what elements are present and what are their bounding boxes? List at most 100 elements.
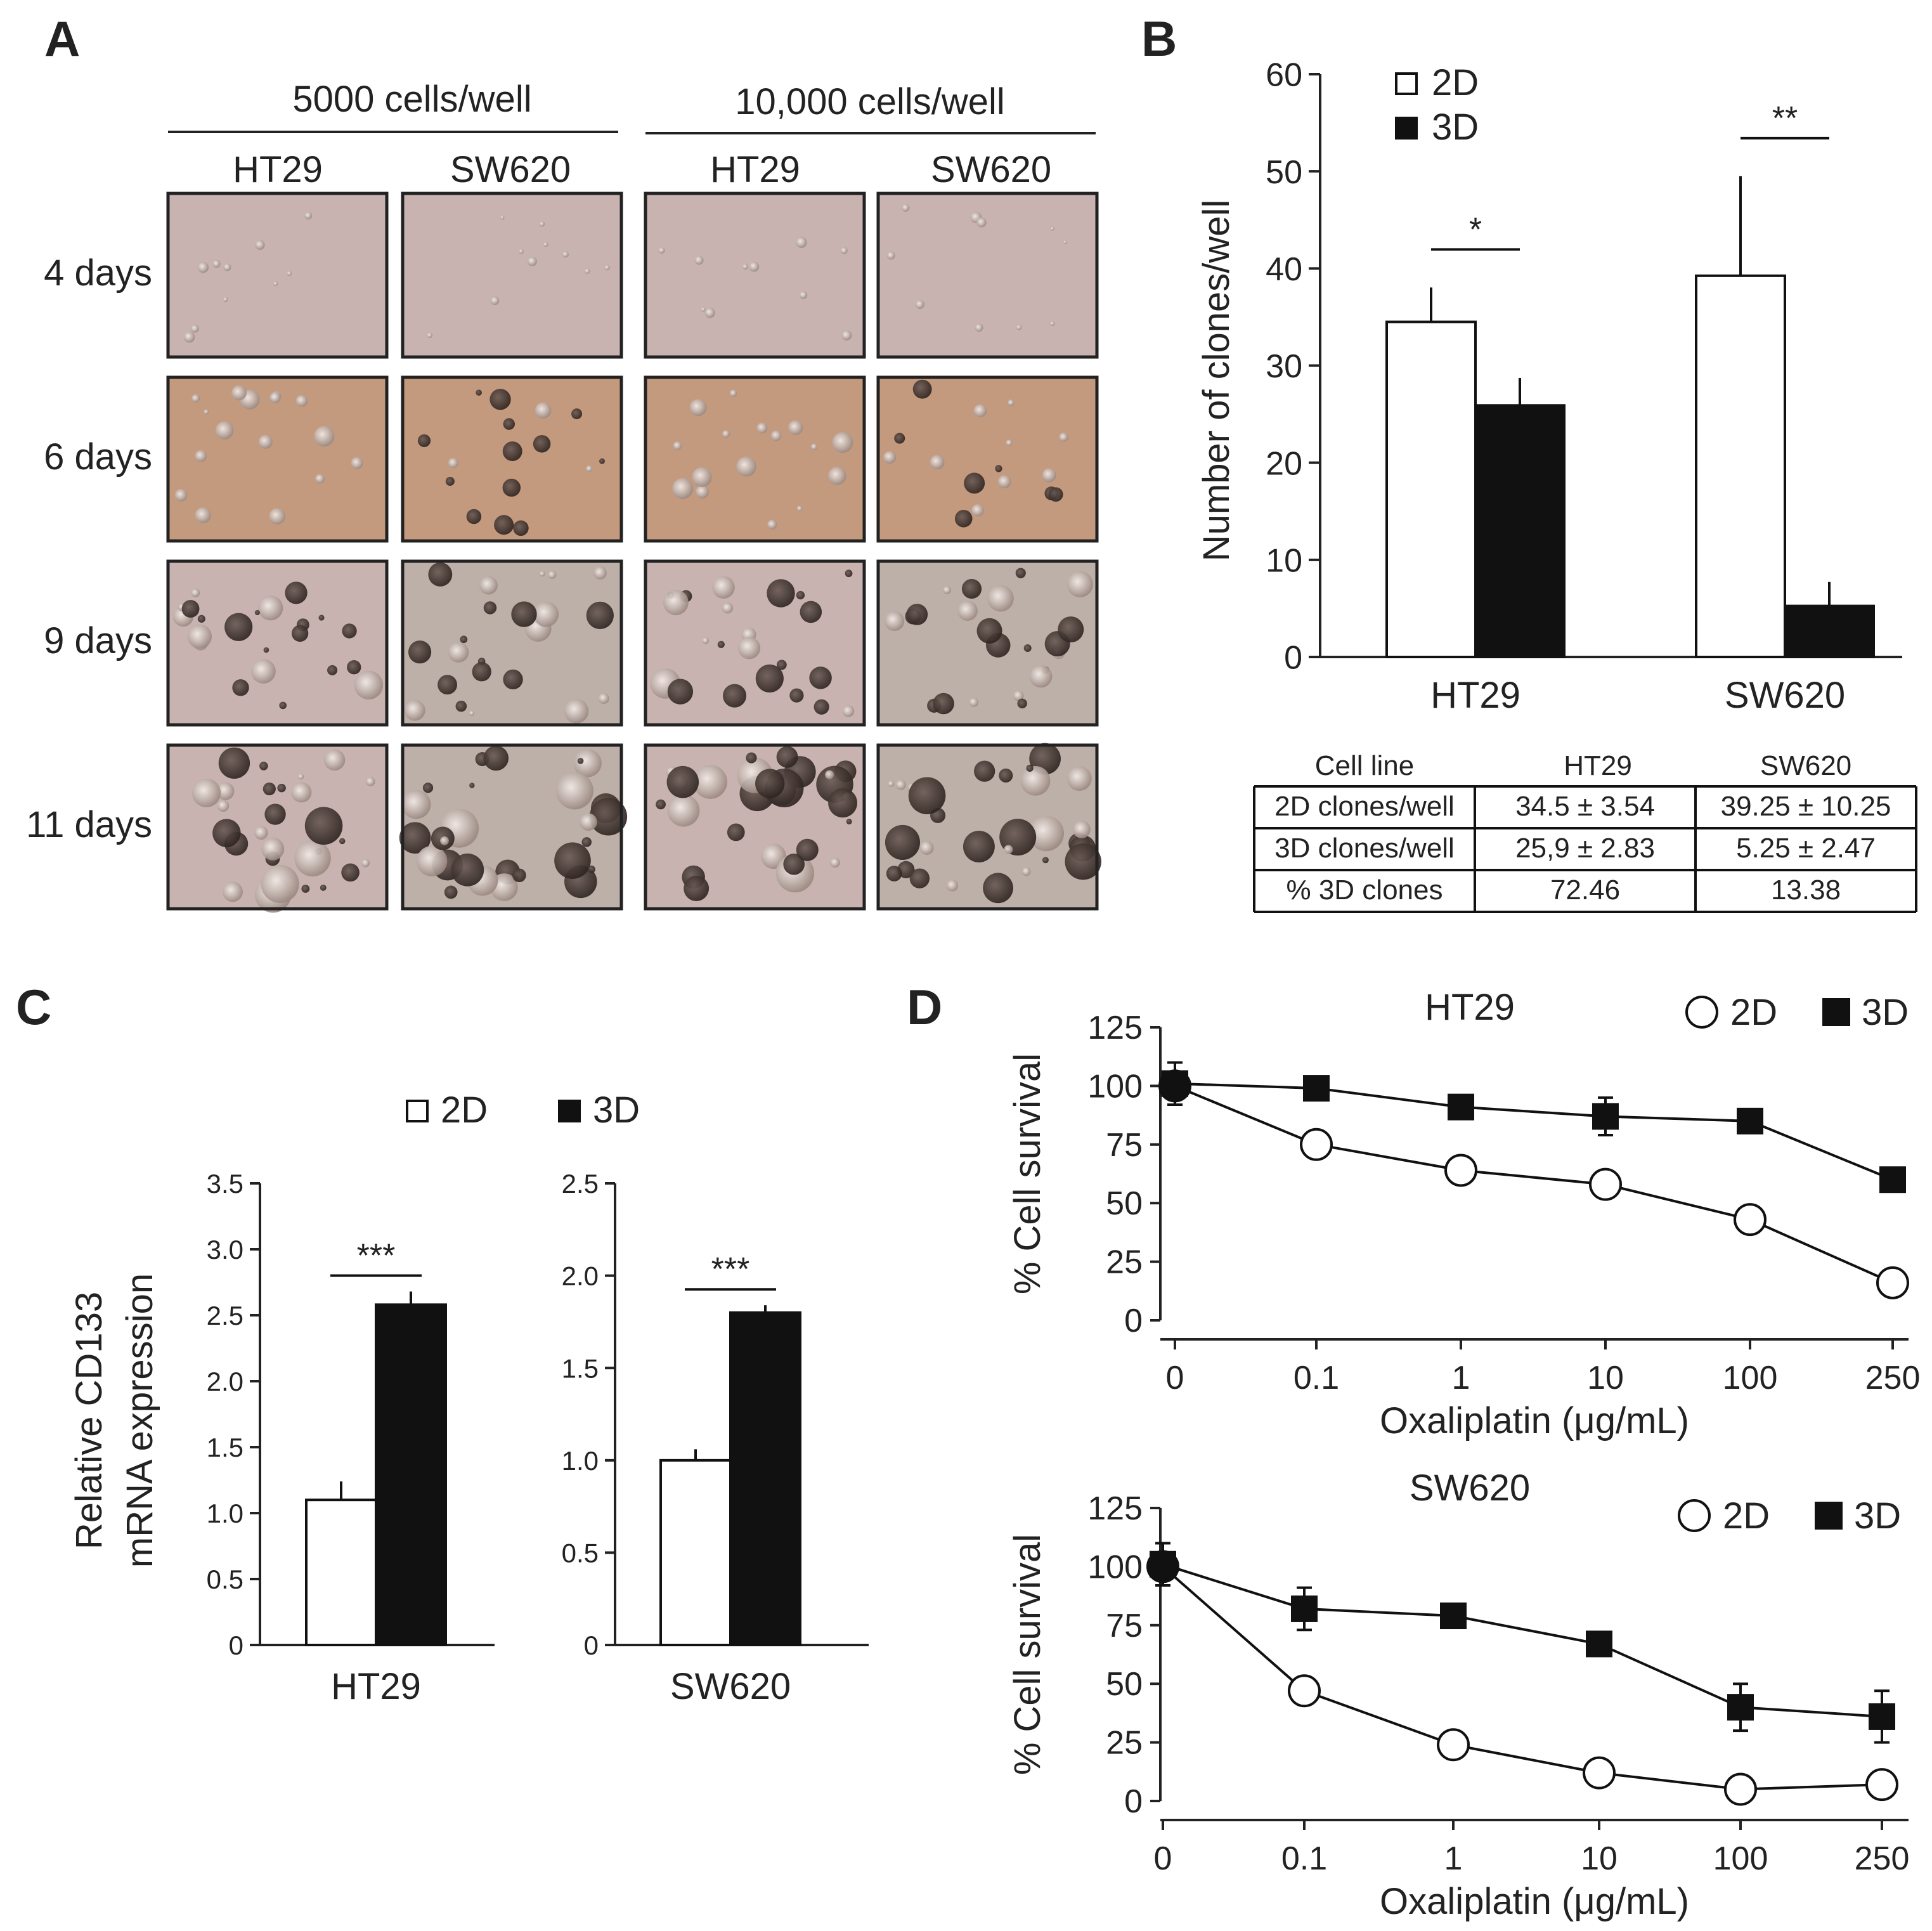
- cell-colony: [1015, 568, 1026, 578]
- cell-colony: [1050, 226, 1054, 231]
- panel-letter-b: B: [1141, 11, 1177, 67]
- x-tick-label: 1: [1452, 1360, 1470, 1396]
- cell-colony: [573, 749, 602, 777]
- cell-colony: [845, 569, 853, 578]
- cell-colony: [232, 679, 249, 696]
- data-point-2d: [1288, 1674, 1321, 1708]
- panel-c-chart: 2D 3D Relative CD133 mRNA expression 0 0.…: [68, 1089, 869, 1707]
- cell-colony: [479, 576, 498, 595]
- bar-2d: [659, 1459, 732, 1647]
- cell-colony: [273, 281, 278, 287]
- cell-colony: [511, 601, 537, 627]
- cell-colony: [277, 783, 286, 793]
- y-axis-title: % Cell survival: [1007, 1534, 1048, 1775]
- y-tick-label: 50: [1106, 1666, 1143, 1703]
- y-axis-title: % Cell survival: [1007, 1053, 1048, 1294]
- bar-2d: [1695, 274, 1786, 658]
- y-tick-label: 75: [1106, 1608, 1143, 1644]
- cell-colony: [1073, 821, 1091, 838]
- cell-colony: [304, 807, 343, 845]
- cell-colony: [593, 566, 607, 580]
- cell-colony: [909, 868, 930, 888]
- cell-colony: [466, 509, 482, 524]
- cell-colony: [212, 259, 221, 268]
- cell-colony: [883, 451, 897, 464]
- cell-colony: [460, 635, 468, 644]
- x-tick-label: 1: [1444, 1840, 1463, 1877]
- cell-colony: [667, 679, 694, 705]
- legend-3d-marker: [1815, 1502, 1843, 1530]
- cell-colony: [776, 660, 787, 670]
- legend-2d-label: 2D: [1723, 1495, 1770, 1537]
- cell-colony: [809, 666, 832, 689]
- table-cell: 5.25 ± 2.47: [1736, 833, 1876, 864]
- cell-colony: [1042, 468, 1056, 483]
- y-tick-label: 1.5: [562, 1353, 599, 1383]
- legend-b-3d-label: 3D: [1432, 107, 1479, 148]
- data-point-3d: [1586, 1630, 1612, 1658]
- cell-colony: [841, 330, 852, 341]
- cell-colony: [255, 240, 265, 250]
- cell-colony: [259, 762, 268, 770]
- cell-colony: [472, 662, 491, 682]
- micrograph-background: [645, 377, 864, 541]
- cell-colony: [973, 404, 987, 418]
- y-tick-label: 25: [1106, 1244, 1143, 1281]
- cell-colony: [746, 752, 757, 764]
- cell-colony: [692, 467, 712, 487]
- cell-colony: [455, 700, 467, 712]
- cell-colony: [828, 788, 857, 818]
- row-label-4-days: 4 days: [44, 252, 152, 294]
- micrograph-grid: [166, 192, 1101, 913]
- cell-colony: [1042, 857, 1049, 864]
- table-cell: 25,9 ± 2.83: [1515, 833, 1655, 864]
- cell-colony: [672, 478, 694, 499]
- legend-3d-label: 3D: [1862, 992, 1909, 1033]
- cell-colony: [895, 779, 906, 790]
- cell-colony: [997, 475, 1011, 489]
- cell-colony: [564, 699, 589, 724]
- cell-colony: [469, 710, 475, 716]
- y-tick-label: 0: [229, 1630, 243, 1660]
- cell-colony: [604, 264, 610, 271]
- cell-colony: [971, 504, 984, 517]
- cell-colony: [401, 790, 431, 819]
- panel-a-micrographs: 5000 cells/well 10,000 cells/well HT29 S…: [26, 79, 1101, 913]
- panel-letter-a: A: [44, 11, 80, 67]
- cell-colony: [1063, 240, 1068, 244]
- cell-colony: [204, 409, 209, 415]
- cell-colony: [490, 296, 500, 306]
- cell-colony: [191, 394, 200, 403]
- data-point-2d: [1734, 1203, 1767, 1237]
- cell-colony: [906, 604, 928, 625]
- cell-colony: [976, 618, 1002, 644]
- y-tick-label: 50: [1266, 154, 1302, 191]
- cell-colony: [527, 256, 537, 266]
- cell-colony: [1058, 616, 1084, 643]
- data-point-2d: [1444, 1154, 1477, 1187]
- y-tick-label: 100: [1087, 1549, 1143, 1585]
- cell-colony: [581, 837, 592, 847]
- cell-colony: [987, 585, 1014, 612]
- micrograph-frame: [876, 559, 1099, 727]
- y-tick-label: 0: [1124, 1303, 1143, 1339]
- chart-c-legend: 2D 3D: [406, 1089, 640, 1131]
- cell-colony: [341, 863, 360, 882]
- x-tick-label: 0: [1166, 1360, 1184, 1396]
- cell-colony: [533, 435, 551, 453]
- x-tick-label: 0.1: [1281, 1840, 1327, 1877]
- micrograph-frame: [166, 559, 389, 727]
- micrograph-frame: [644, 375, 866, 543]
- cell-colony: [195, 507, 211, 524]
- cell-colony: [756, 422, 768, 434]
- chart-b-ylabel: Number of clones/well: [1196, 200, 1237, 562]
- cell-colony: [422, 783, 434, 793]
- cell-colony: [796, 590, 805, 600]
- cell-colony: [693, 765, 728, 799]
- data-point-2d: [1876, 1266, 1909, 1299]
- cell-colony: [263, 782, 276, 796]
- cell-colony: [840, 247, 848, 254]
- cell-colony: [701, 307, 706, 312]
- y-tick-label: 1.5: [207, 1433, 243, 1462]
- y-tick-label: 30: [1266, 348, 1302, 385]
